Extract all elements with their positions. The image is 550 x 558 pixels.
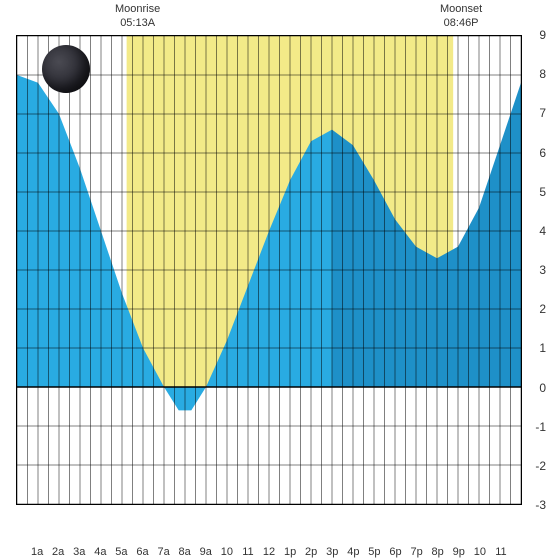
moonrise-label: Moonrise bbox=[115, 2, 160, 16]
x-tick: 8p bbox=[432, 546, 444, 558]
x-tick: 6p bbox=[389, 546, 401, 558]
x-tick: 1p bbox=[284, 546, 296, 558]
x-tick: 8a bbox=[179, 546, 191, 558]
y-tick: -1 bbox=[535, 420, 546, 434]
y-tick: -2 bbox=[535, 459, 546, 473]
moonset-time: 08:46P bbox=[440, 16, 482, 30]
y-tick: 2 bbox=[539, 302, 546, 316]
x-tick: 4a bbox=[94, 546, 106, 558]
x-tick: 12 bbox=[263, 546, 275, 558]
x-tick: 3p bbox=[326, 546, 338, 558]
x-tick: 11 bbox=[242, 546, 253, 558]
y-tick: 5 bbox=[539, 185, 546, 199]
y-tick: 3 bbox=[539, 263, 546, 277]
x-tick: 7a bbox=[157, 546, 169, 558]
y-tick: 1 bbox=[539, 341, 546, 355]
y-tick: -3 bbox=[535, 498, 546, 512]
x-tick: 7p bbox=[410, 546, 422, 558]
x-tick: 6a bbox=[136, 546, 148, 558]
y-tick: 8 bbox=[539, 67, 546, 81]
x-tick: 9a bbox=[200, 546, 212, 558]
plot-svg bbox=[16, 35, 522, 505]
x-tick: 3a bbox=[73, 546, 85, 558]
x-tick: 5p bbox=[368, 546, 380, 558]
tide-chart bbox=[16, 35, 522, 505]
x-tick: 10 bbox=[474, 546, 486, 558]
x-tick: 4p bbox=[347, 546, 359, 558]
moon-phase-icon bbox=[42, 45, 90, 93]
x-tick: 5a bbox=[115, 546, 127, 558]
x-tick: 10 bbox=[221, 546, 233, 558]
moonset-block: Moonset 08:46P bbox=[440, 2, 482, 31]
x-tick: 1a bbox=[31, 546, 43, 558]
x-tick: 2p bbox=[305, 546, 317, 558]
y-tick: 9 bbox=[539, 28, 546, 42]
x-tick: 9p bbox=[453, 546, 465, 558]
y-tick: 4 bbox=[539, 224, 546, 238]
x-tick: 2a bbox=[52, 546, 64, 558]
y-tick: 6 bbox=[539, 146, 546, 160]
moonset-label: Moonset bbox=[440, 2, 482, 16]
y-tick: 0 bbox=[539, 381, 546, 395]
moonrise-time: 05:13A bbox=[115, 16, 160, 30]
moonrise-block: Moonrise 05:13A bbox=[115, 2, 160, 31]
y-tick: 7 bbox=[539, 106, 546, 120]
x-tick: 11 bbox=[495, 546, 506, 558]
